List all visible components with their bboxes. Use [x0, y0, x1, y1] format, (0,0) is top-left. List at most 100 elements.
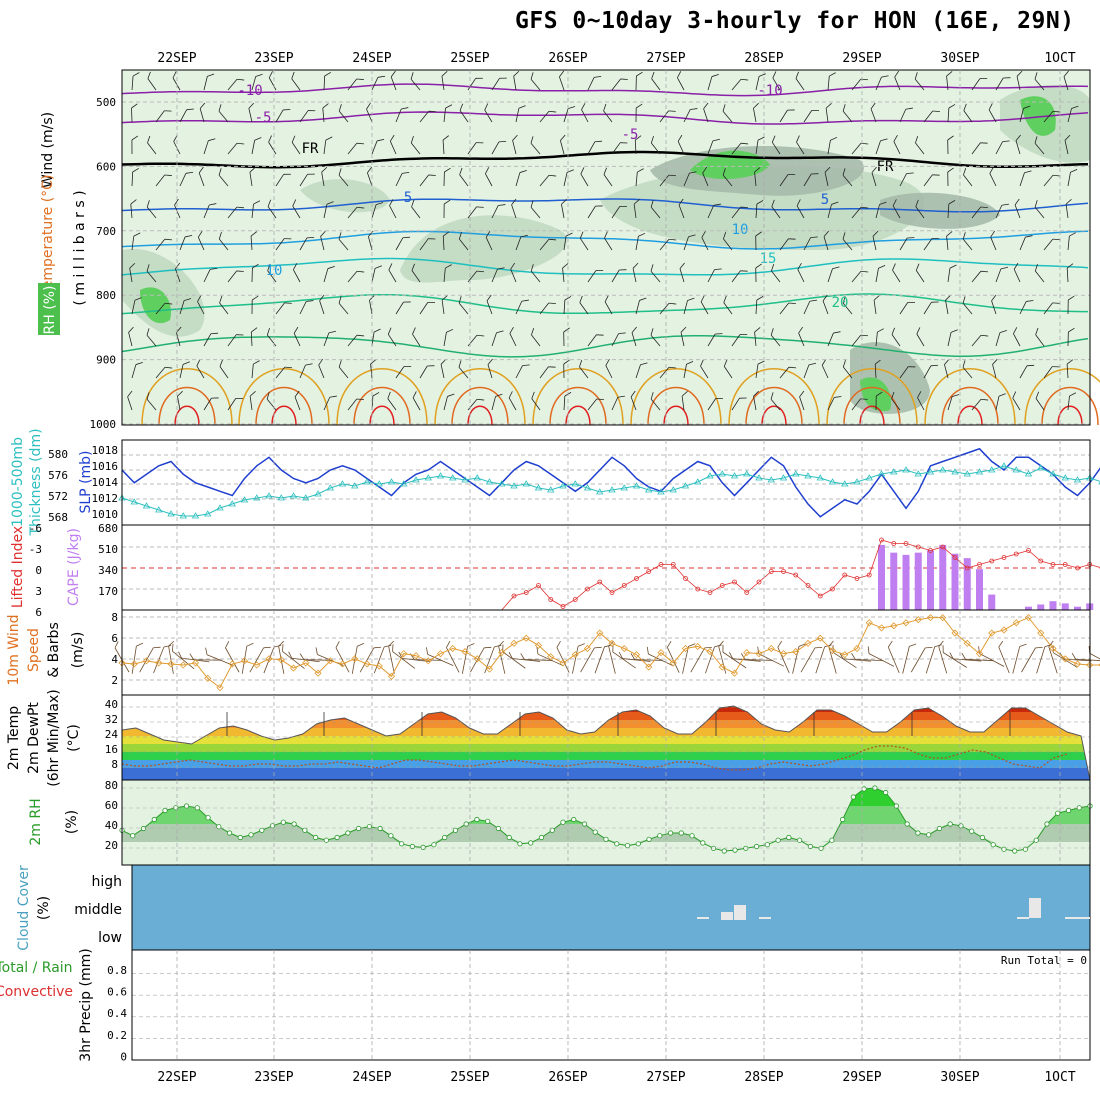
wind-barb — [971, 78, 988, 91]
wind-barb — [971, 270, 989, 283]
wind-barb — [323, 136, 333, 155]
wind-barb — [131, 72, 140, 91]
wind-speed-point — [449, 644, 457, 653]
rh2m-point — [409, 843, 415, 850]
surface-wind-barb — [282, 644, 305, 669]
wind-speed-point — [792, 648, 800, 656]
wind-barb — [1067, 232, 1076, 251]
wind-barb — [650, 200, 661, 219]
wind-barb — [827, 266, 840, 283]
surface-wind-barb — [1048, 640, 1058, 674]
surface-wind-barb — [572, 643, 585, 674]
wind-speed-point — [338, 660, 347, 668]
rh2m-point — [291, 821, 297, 827]
temp-color-band — [122, 752, 1090, 760]
rh2m-point — [151, 816, 157, 823]
wind-speed-point — [191, 659, 200, 667]
wind-barb — [989, 167, 997, 187]
wind-barb — [390, 70, 397, 91]
surface-wind-barb — [729, 652, 761, 662]
cape-bar — [988, 594, 996, 610]
surface-wind-barb — [887, 640, 900, 674]
thickness-point — [412, 476, 420, 483]
wind-barb — [443, 104, 453, 123]
surface-wind-barb — [359, 646, 382, 673]
wind-barb — [753, 390, 759, 411]
thickness-point — [1037, 464, 1045, 471]
wind-barb — [604, 231, 613, 251]
cloud-bar — [721, 912, 733, 920]
wind-speed-point — [534, 641, 543, 649]
surface-wind-barb — [910, 646, 933, 673]
rh-tick: 80 — [105, 779, 118, 792]
surface-wind-barb — [682, 643, 696, 674]
wind-barb — [198, 166, 205, 187]
wind-barb — [1019, 300, 1034, 315]
thickness-point — [963, 470, 971, 477]
wind-barb — [659, 110, 676, 123]
wind-barb — [338, 232, 349, 251]
wind-barb — [579, 231, 589, 251]
wind-barb — [419, 238, 436, 251]
wind-barb — [683, 171, 697, 187]
wind-barb — [723, 359, 733, 379]
temp-line — [121, 705, 1091, 781]
wind-barb — [755, 231, 762, 251]
thickness-point — [314, 490, 322, 497]
wind-barb — [635, 362, 648, 379]
wind-barb — [320, 230, 326, 251]
thickness-point — [914, 470, 922, 477]
temp-tick: 16 — [105, 743, 118, 756]
wind-speed-point — [1000, 626, 1008, 634]
contour-label: 15 — [760, 251, 777, 267]
wind-barb — [179, 234, 193, 251]
rh-tick: 20 — [105, 839, 118, 852]
warm-contour — [728, 368, 820, 426]
rh2m-point — [926, 832, 932, 838]
hot-contour — [467, 405, 493, 426]
wind-barb — [650, 392, 661, 411]
wind-barb — [822, 294, 829, 315]
wind-barb — [915, 199, 925, 219]
wind-barb — [1066, 263, 1074, 283]
rh2m-point — [334, 834, 340, 841]
thickness-point — [510, 482, 518, 489]
wind-barb — [803, 109, 820, 123]
wind-barb — [197, 295, 205, 315]
wind-barb — [323, 71, 332, 91]
wind-barb — [995, 266, 1009, 283]
wind-barb — [971, 206, 988, 219]
wind-barb — [491, 393, 503, 411]
wind-barb — [632, 262, 639, 283]
wind-barb — [146, 200, 157, 219]
rh2m-point — [506, 834, 512, 841]
thickness-point — [485, 478, 494, 485]
wind-barb — [419, 110, 437, 123]
wind-speed-point — [400, 650, 408, 658]
lifted-index-point — [732, 579, 737, 585]
lifted-index-point — [830, 586, 835, 592]
wind-barb — [875, 75, 889, 91]
wind-barb — [1067, 295, 1075, 315]
rh-high-fill — [140, 287, 171, 324]
wind-barb — [515, 234, 528, 251]
wind-speed-point — [853, 644, 861, 653]
lifted-index-point — [842, 572, 848, 578]
wind-speed-point — [424, 657, 432, 665]
wind-speed-point — [253, 661, 261, 669]
wind-barb — [1019, 170, 1032, 187]
wind-barb — [563, 232, 573, 251]
wind-barb — [411, 199, 421, 219]
wind-barb — [914, 72, 925, 91]
wind-barb — [291, 71, 301, 91]
wind-barb — [275, 238, 292, 251]
thickness-point — [571, 480, 579, 487]
cape-bar — [902, 554, 910, 610]
rh2m-point — [592, 829, 598, 835]
dewpoint-line — [121, 745, 1068, 771]
date-label-top: 1OCT — [1044, 51, 1075, 66]
thickness-point — [1061, 474, 1069, 481]
y-axis-label: (6hr Min/Max) — [46, 689, 62, 786]
wind-barb — [893, 134, 901, 155]
rh2m-point — [775, 837, 781, 843]
